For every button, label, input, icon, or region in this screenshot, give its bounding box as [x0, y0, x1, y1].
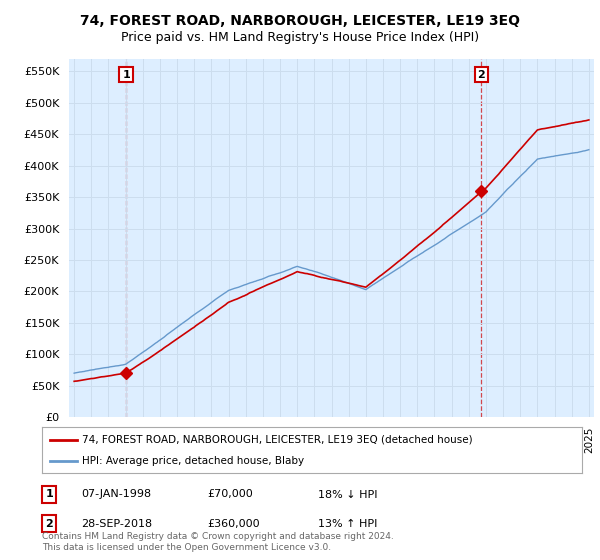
- Text: 07-JAN-1998: 07-JAN-1998: [81, 489, 151, 500]
- Text: 18% ↓ HPI: 18% ↓ HPI: [318, 489, 377, 500]
- Text: Price paid vs. HM Land Registry's House Price Index (HPI): Price paid vs. HM Land Registry's House …: [121, 31, 479, 44]
- Text: Contains HM Land Registry data © Crown copyright and database right 2024.
This d: Contains HM Land Registry data © Crown c…: [42, 532, 394, 552]
- Text: 2: 2: [46, 519, 53, 529]
- Text: £360,000: £360,000: [207, 519, 260, 529]
- Text: HPI: Average price, detached house, Blaby: HPI: Average price, detached house, Blab…: [83, 456, 305, 466]
- Text: 28-SEP-2018: 28-SEP-2018: [81, 519, 152, 529]
- Text: 13% ↑ HPI: 13% ↑ HPI: [318, 519, 377, 529]
- Text: 74, FOREST ROAD, NARBOROUGH, LEICESTER, LE19 3EQ: 74, FOREST ROAD, NARBOROUGH, LEICESTER, …: [80, 14, 520, 28]
- Text: 1: 1: [46, 489, 53, 500]
- Text: 1: 1: [122, 69, 130, 80]
- Text: £70,000: £70,000: [207, 489, 253, 500]
- Text: 2: 2: [478, 69, 485, 80]
- Text: 74, FOREST ROAD, NARBOROUGH, LEICESTER, LE19 3EQ (detached house): 74, FOREST ROAD, NARBOROUGH, LEICESTER, …: [83, 435, 473, 445]
